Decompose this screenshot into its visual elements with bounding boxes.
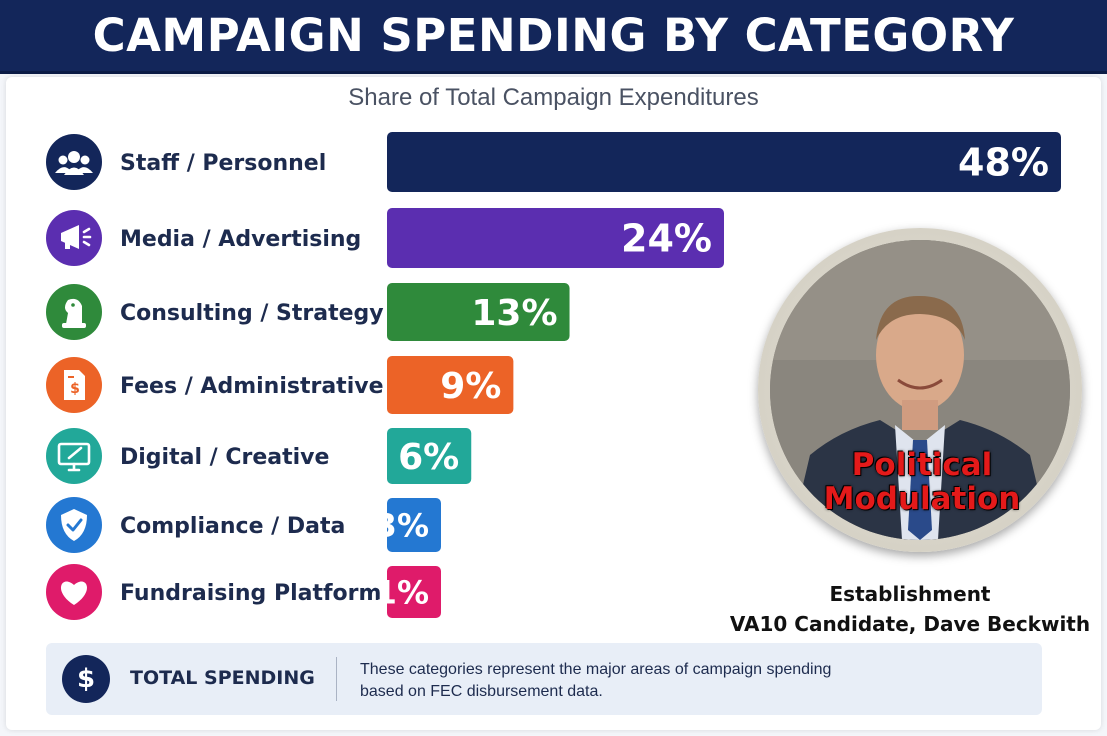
svg-text:$: $ [70,381,80,397]
category-label: Consulting / Strategy [120,301,384,326]
candidate-portrait [758,228,1082,552]
candidate-photo [770,240,1070,540]
megaphone-icon [46,210,102,266]
bar [387,498,441,552]
dollar-icon: $ [62,655,110,703]
bar [387,428,472,484]
chart-subtitle: Share of Total Campaign Expenditures [348,84,759,111]
chart-title: CAMPAIGN SPENDING BY CATEGORY [92,9,1015,62]
bar-value-label: 9% [440,366,501,407]
watermark-line-2: Modulation [823,481,1021,517]
bar-value-label: 13% [471,293,557,334]
total-spending-footer: $ TOTAL SPENDING These categories repres… [46,643,1042,715]
shield-check-icon [46,497,102,553]
footer-note-line-2: based on FEC disbursement data. [360,683,603,700]
person-silhouette-icon [770,240,1070,540]
monitor-icon [46,428,102,484]
chess-knight-icon [46,284,102,340]
bar-value-label: 6% [398,437,459,478]
people-icon [46,134,102,190]
bar [387,356,514,414]
bar-value-label: 24% [621,217,712,261]
category-label: Fees / Administrative [120,374,384,399]
category-label: Media / Advertising [120,227,361,252]
category-label: Fundraising Platform [120,581,381,606]
total-spending-label: TOTAL SPENDING [130,667,315,689]
footer-note: These categories represent the major are… [360,659,960,703]
heart-icon [46,564,102,620]
bar [387,283,570,341]
header-banner: CAMPAIGN SPENDING BY CATEGORY [0,0,1107,74]
category-label: Compliance / Data [120,514,345,539]
watermark-text: Political Modulation [766,448,1078,516]
invoice-icon: $ [46,357,102,413]
bar-value-label: 3% [375,507,429,545]
bar [387,132,1061,192]
bar [387,566,441,618]
bar [387,208,724,268]
footer-note-line-1: These categories represent the major are… [360,661,832,678]
bar-value-label: 1% [375,574,429,612]
caption-line-2: VA10 Candidate, Dave Beckwith [729,612,1091,636]
footer-divider [336,657,337,701]
category-label: Digital / Creative [120,445,329,470]
caption-line-1: Establishment [829,582,991,606]
watermark-line-1: Political [851,447,993,483]
category-label: Staff / Personnel [120,151,326,176]
bar-value-label: 48% [958,141,1049,185]
